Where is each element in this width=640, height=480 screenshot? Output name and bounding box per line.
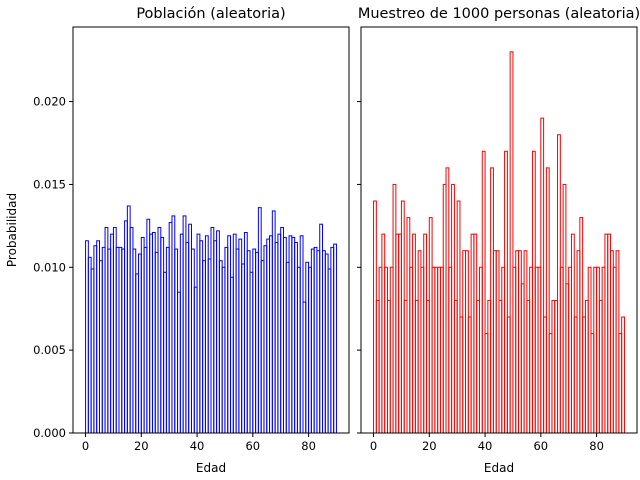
- histogram-bar: [509, 51, 514, 433]
- histogram-bar: [545, 167, 550, 433]
- sample-x-axis-label: Edad: [484, 461, 514, 475]
- x-tick-label: 60: [245, 439, 260, 453]
- population-x-axis-label: Edad: [196, 461, 226, 475]
- x-tick-label: 60: [533, 439, 548, 453]
- population-y-axis-label: Probabilidad: [5, 193, 19, 267]
- population-chart-title: Población (aleatoria): [136, 6, 285, 22]
- x-tick-label: 20: [134, 439, 149, 453]
- y-tick-label: 0.005: [33, 343, 66, 357]
- y-tick-label: 0.020: [33, 95, 66, 109]
- x-tick-label: 80: [589, 439, 604, 453]
- sample-histogram-panel: 0 20 40 60 80 Muestreo de 1000 personas (alea…: [357, 6, 640, 475]
- x-tick-label: 40: [190, 439, 205, 453]
- sample-axes-frame: [360, 26, 638, 434]
- y-tick-label: 0.015: [33, 177, 66, 191]
- y-tick-label: 0.000: [33, 426, 66, 440]
- population-bars: [85, 205, 337, 433]
- population-histogram-panel: 0 20 40 60 80 0.000 0.005 0.010 0.015 0.020 Poblac…: [5, 6, 350, 475]
- x-tick-label: 0: [370, 439, 377, 453]
- sample-bars: [373, 51, 625, 433]
- population-axes-frame: [72, 26, 350, 434]
- histogram-bar: [621, 316, 625, 433]
- histogram-bar: [333, 243, 337, 433]
- x-tick-label: 0: [82, 439, 89, 453]
- x-tick-label: 40: [478, 439, 493, 453]
- sample-chart-title: Muestreo de 1000 personas (aleatoria): [358, 6, 640, 22]
- y-tick-label: 0.010: [33, 260, 66, 274]
- x-tick-label: 20: [422, 439, 437, 453]
- x-tick-label: 80: [301, 439, 316, 453]
